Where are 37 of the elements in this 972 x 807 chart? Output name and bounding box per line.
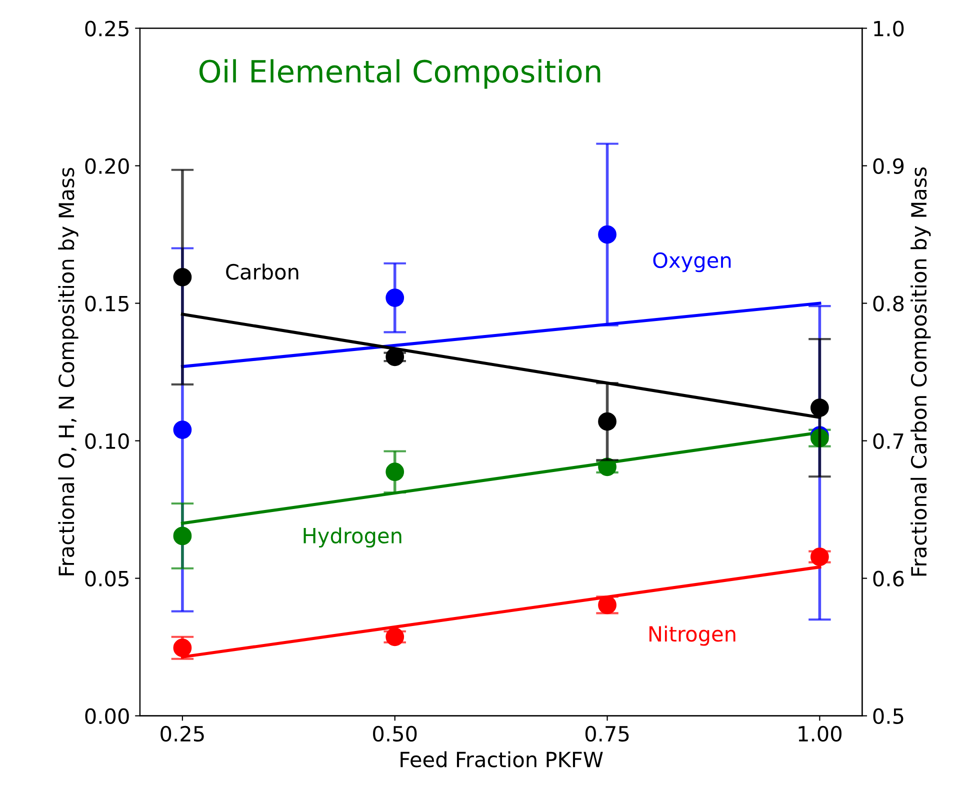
point xyxy=(598,225,616,244)
x-tick-label: 1.00 xyxy=(798,726,842,742)
point xyxy=(173,420,192,439)
text: Oil Elemental Composition xyxy=(199,59,600,89)
series-label: Oxygen xyxy=(653,252,731,272)
point xyxy=(810,398,829,417)
y2-tick-label: 0.6 xyxy=(873,570,904,587)
y2-tick-label: 0.8 xyxy=(873,296,904,312)
y-tick-label: 0.10 xyxy=(85,433,129,449)
series-label: Carbon xyxy=(226,264,298,280)
point xyxy=(598,412,616,431)
y-tick-label: 0.00 xyxy=(85,708,129,724)
point xyxy=(386,462,404,482)
y2-tick-label: 0.5 xyxy=(873,708,904,724)
y2-tick-label: 1.0 xyxy=(874,20,904,36)
point xyxy=(386,288,404,307)
point xyxy=(386,628,404,646)
text: Hydrogen xyxy=(304,527,402,548)
series-label: Nitrogen xyxy=(649,626,736,646)
x-tick-label: 0.75 xyxy=(585,726,629,742)
y-tick-label: 0.20 xyxy=(85,158,129,174)
x-tick-label: 0.25 xyxy=(160,726,204,742)
y2-tick-label: 0.9 xyxy=(873,158,904,174)
y-tick-label: 0.15 xyxy=(85,296,128,312)
point xyxy=(173,268,192,286)
y2-axis-title: Fractional Carbon Composition by Mass xyxy=(910,167,931,576)
point xyxy=(598,596,616,614)
point xyxy=(598,458,616,476)
y-tick-label: 0.25 xyxy=(85,20,128,36)
y2-tick-label: 0.7 xyxy=(873,433,904,449)
point xyxy=(810,548,829,566)
point xyxy=(173,526,192,546)
x-axis-title: Feed Fraction PKFW xyxy=(400,751,603,768)
x-tick-label: 0.50 xyxy=(373,726,417,742)
point xyxy=(386,348,404,366)
y-tick-label: 0.05 xyxy=(85,570,128,587)
y-axis-title: Fractional O, H, N Composition by Mass xyxy=(58,168,78,576)
